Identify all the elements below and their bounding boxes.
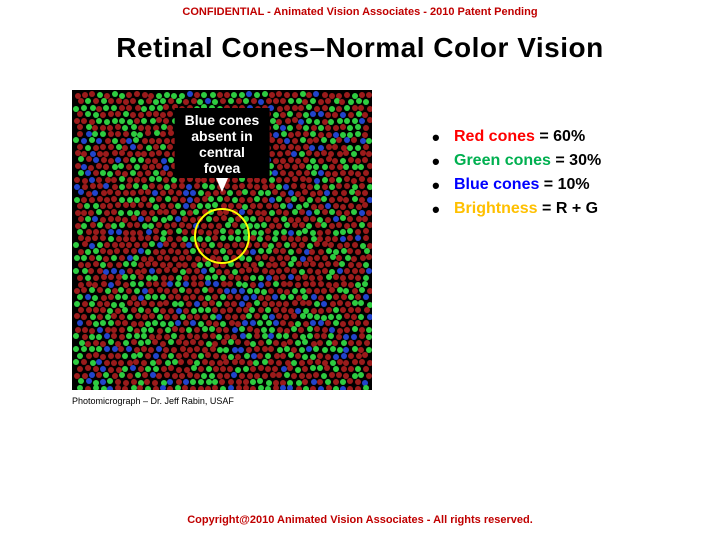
header-text: CONFIDENTIAL - Animated Vision Associate… xyxy=(182,6,537,18)
bullet-value: = R + G xyxy=(538,200,598,217)
bullet-label: Blue cones xyxy=(454,176,539,193)
list-item: Blue cones = 10% xyxy=(432,176,601,194)
retinal-micrograph: Blue conesabsent incentralfovea xyxy=(72,90,372,390)
callout-arrow-icon xyxy=(216,178,228,192)
footer-text: Copyright@2010 Animated Vision Associate… xyxy=(187,514,533,526)
bullet-value: = 30% xyxy=(551,152,601,169)
list-item: Green cones = 30% xyxy=(432,152,601,170)
cone-distribution-list: Red cones = 60% Green cones = 30% Blue con… xyxy=(432,128,601,406)
slide-title: Retinal Cones–Normal Color Vision xyxy=(0,32,720,64)
bullet-label: Green cones xyxy=(454,152,551,169)
confidential-header: CONFIDENTIAL - Animated Vision Associate… xyxy=(0,0,720,18)
image-column: Blue conesabsent incentralfovea Photomic… xyxy=(72,90,372,406)
list-item: Red cones = 60% xyxy=(432,128,601,146)
fovea-highlight-ring xyxy=(194,208,250,264)
copyright-footer: Copyright@2010 Animated Vision Associate… xyxy=(0,514,720,526)
list-item: Brightness = R + G xyxy=(432,200,601,218)
bullet-value: = 10% xyxy=(539,176,589,193)
bullet-label: Red cones xyxy=(454,128,535,145)
bullet-value: = 60% xyxy=(535,128,585,145)
micrograph-callout: Blue conesabsent incentralfovea xyxy=(175,108,270,178)
content-row: Blue conesabsent incentralfovea Photomic… xyxy=(0,90,720,406)
micrograph-credit: Photomicrograph – Dr. Jeff Rabin, USAF xyxy=(72,396,372,406)
bullet-label: Brightness xyxy=(454,200,538,217)
